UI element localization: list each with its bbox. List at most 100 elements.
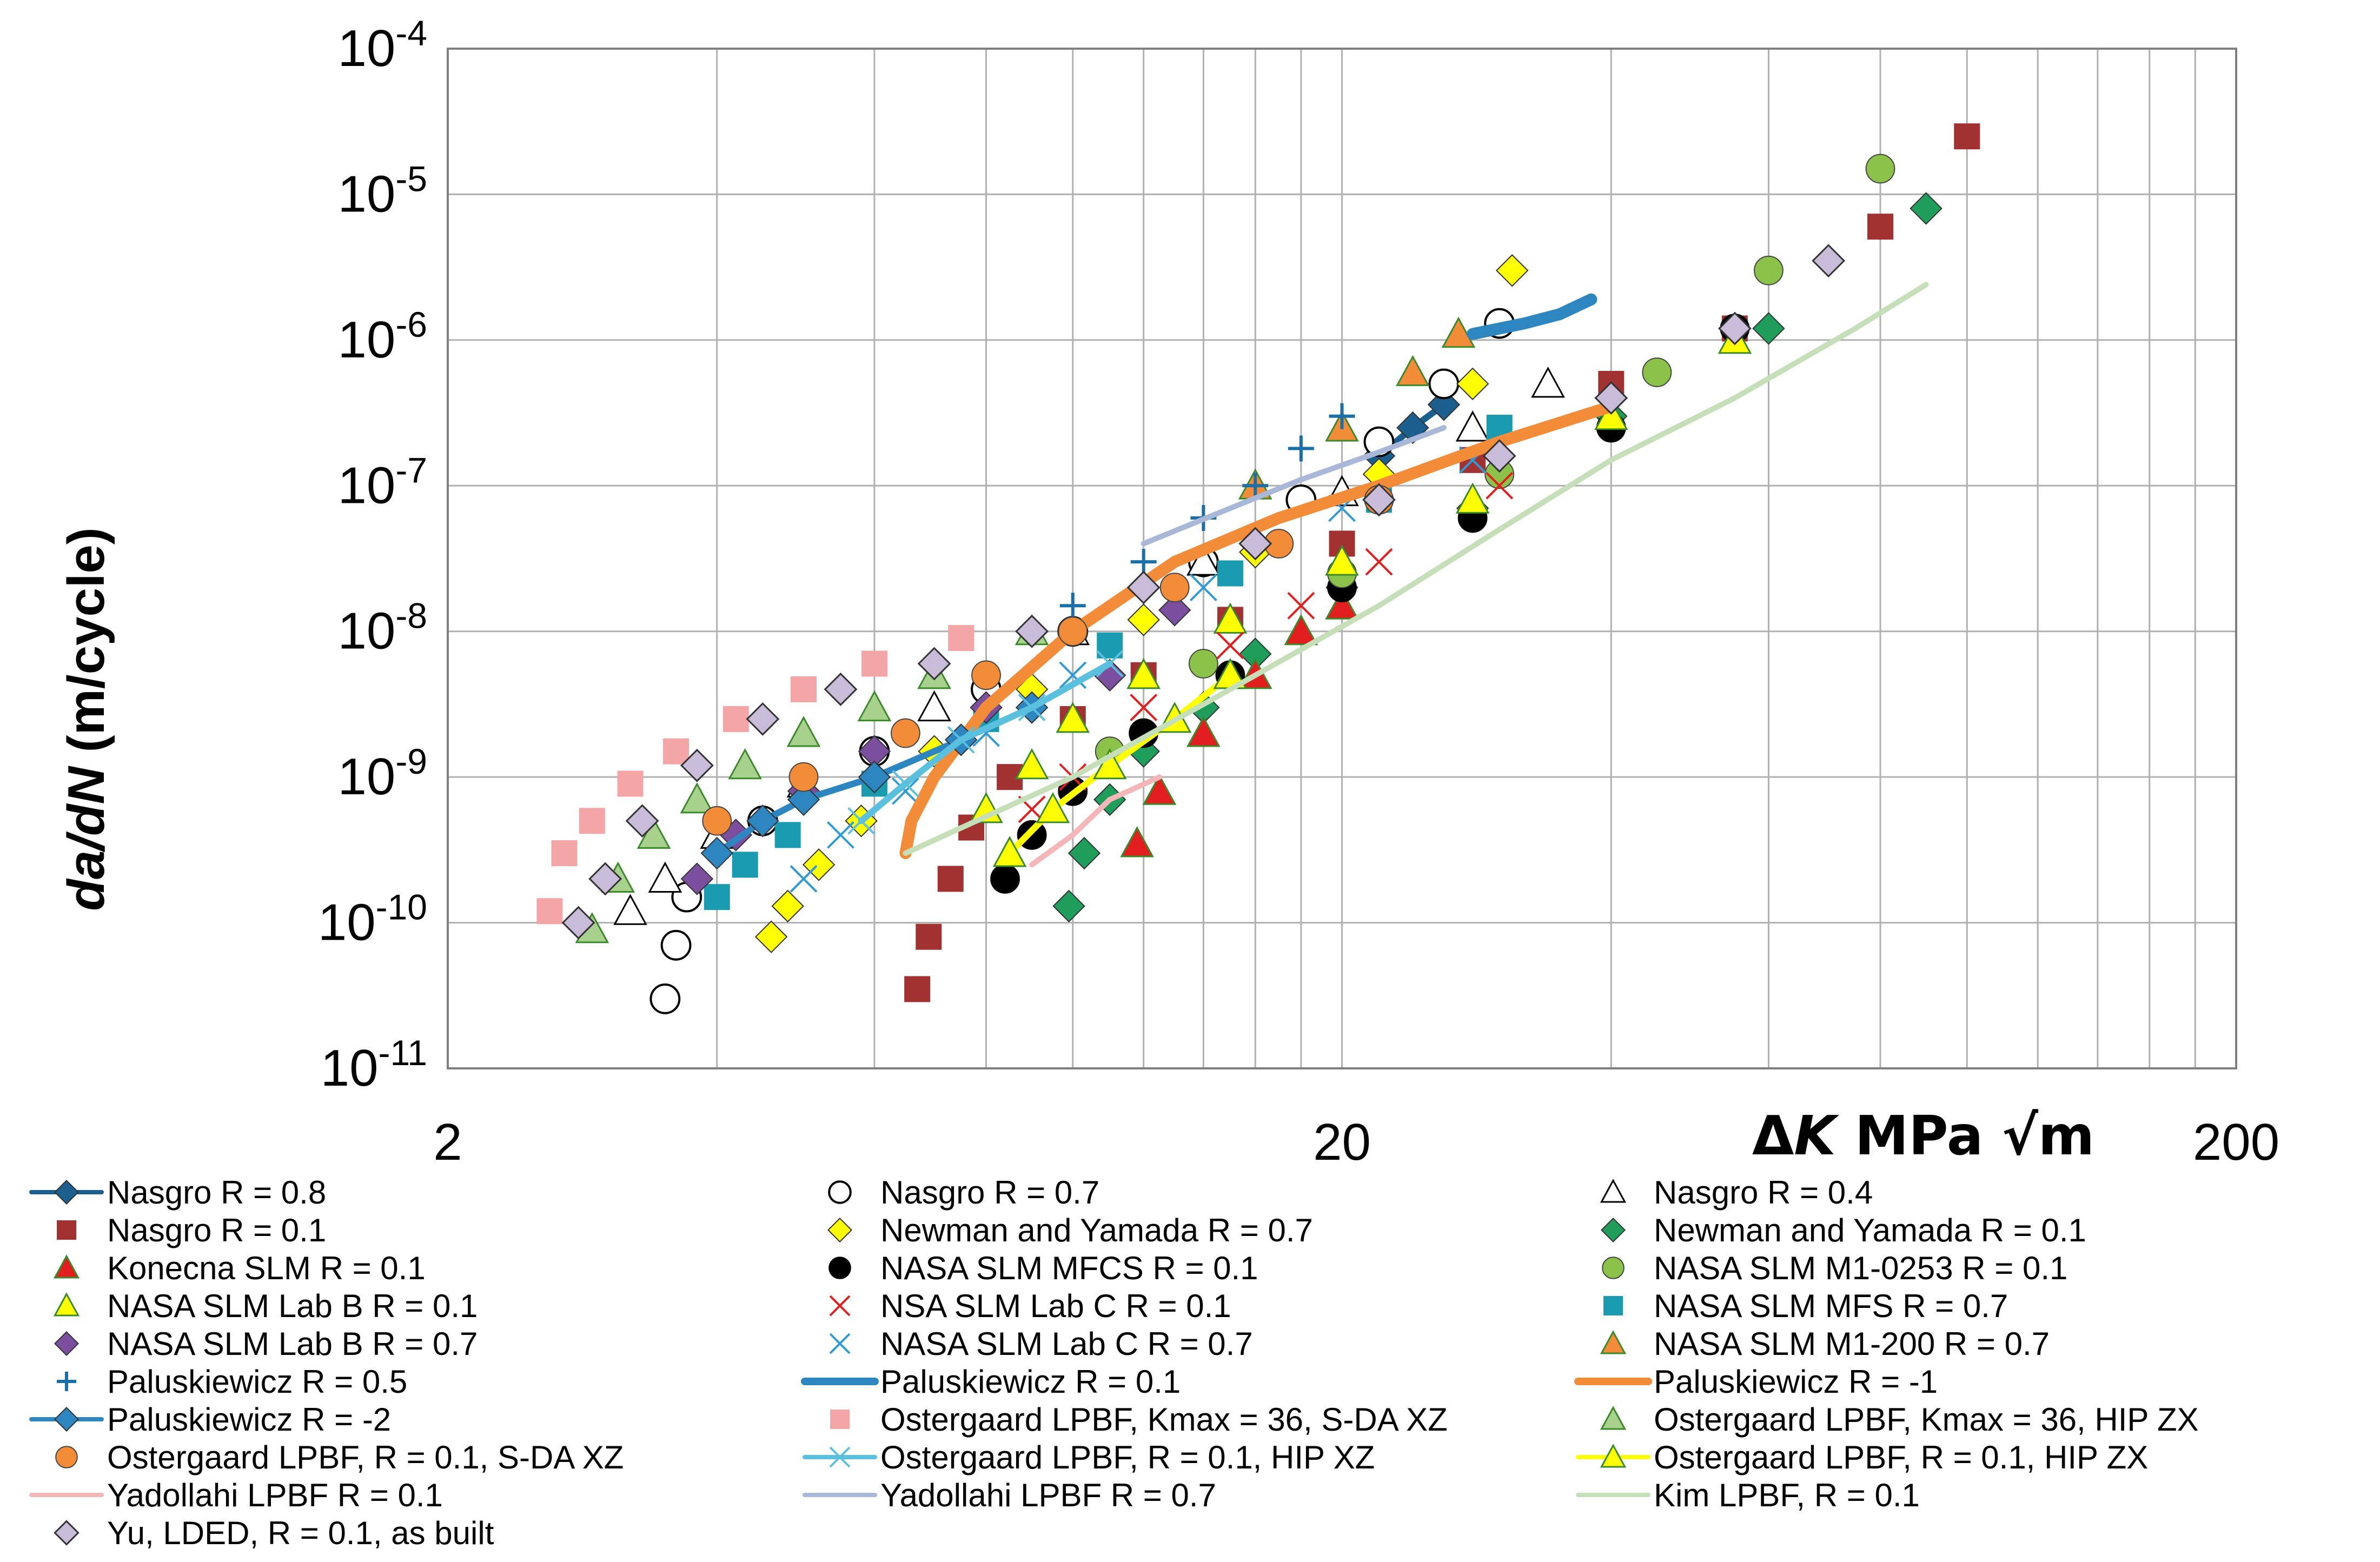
legend-marker [827, 1217, 853, 1243]
data-point [1752, 312, 1785, 345]
series-line [903, 282, 1929, 856]
legend-symbol [53, 1254, 80, 1279]
legend-label: NASA SLM M1-200 R = 0.7 [1654, 1325, 2050, 1362]
data-point [1126, 570, 1161, 604]
legend-symbol [29, 1179, 104, 1205]
series-24 [1029, 774, 1162, 868]
y-tick-label: 10-9 [338, 741, 427, 806]
data-point [890, 718, 920, 748]
x-tick-label: 2 [433, 1113, 462, 1171]
legend-label: NASA SLM Lab C R = 0.7 [880, 1325, 1253, 1362]
legend-label: Ostergaard LPBF, R = 0.1, HIP ZX [1654, 1439, 2149, 1475]
data-point [649, 983, 681, 1014]
data-point [1812, 244, 1846, 278]
data-point [680, 748, 714, 782]
legend-symbol [1602, 1257, 1625, 1279]
y-tick-label: 10-8 [338, 596, 427, 660]
data-point [1126, 657, 1161, 689]
data-point [1159, 573, 1190, 603]
data-point [1056, 701, 1090, 733]
data-point [1018, 694, 1046, 722]
data-point [1217, 560, 1243, 587]
data-point [891, 770, 919, 797]
legend-item: Ostergaard LPBF, R = 0.1, HIP ZX [1573, 1438, 2148, 1476]
legend-symbol [1574, 1378, 1652, 1385]
data-point [561, 906, 595, 940]
x-tick-label: 20 [1313, 1113, 1371, 1171]
legend-item: NASA SLM M1-0253 R = 0.1 [1573, 1249, 2067, 1287]
data-point [1130, 694, 1158, 722]
data-point [746, 702, 780, 736]
data-point [660, 929, 692, 961]
legend-marker [830, 1410, 850, 1429]
legend-symbol [57, 1220, 76, 1240]
data-point [790, 676, 817, 702]
legend-symbol [1600, 1179, 1627, 1203]
series-line [1467, 293, 1597, 340]
data-point [971, 660, 1001, 690]
data-point [1441, 316, 1476, 348]
legend-label: Ostergaard LPBF, Kmax = 36, S-DA XZ [880, 1401, 1448, 1438]
data-point [827, 821, 854, 849]
data-point [1238, 527, 1272, 561]
data-point [1189, 574, 1217, 602]
data-point [790, 865, 818, 893]
data-point [680, 862, 714, 895]
series-19 [536, 625, 974, 925]
data-point [1455, 410, 1490, 442]
legend-symbol [829, 1333, 851, 1354]
data-point [1142, 774, 1177, 805]
legend-item: Nasgro R = 0.7 [799, 1173, 1099, 1211]
data-point [1754, 255, 1784, 285]
data-point [1910, 192, 1943, 225]
legend-symbol [801, 1378, 879, 1385]
axis-ticks: 2 20 200 10-11 10-10 10-9 10-8 10-7 10-6 10-5 10-4 [318, 13, 2279, 1171]
legend-item: Ostergaard LPBF, Kmax = 36, HIP ZX [1573, 1400, 2199, 1438]
legend-marker [828, 1180, 852, 1204]
legend-label: Konecna SLM R = 0.1 [107, 1249, 426, 1286]
legend-symbol [29, 1406, 104, 1432]
legend-marker [54, 1520, 79, 1546]
data-point [1127, 603, 1160, 636]
data-point [1482, 439, 1516, 473]
series-17 [899, 400, 1617, 860]
legend-label: NASA SLM M1-0253 R = 0.1 [1654, 1249, 2068, 1286]
x-axis-title: ΔK MPa √m [1752, 1104, 2094, 1167]
legend-label: Kim LPBF, R = 0.1 [1654, 1477, 1920, 1513]
data-point [1186, 716, 1221, 747]
legend-item: Yu, LDED, R = 0.1, as built [26, 1514, 494, 1552]
legend-label: Newman and Yamada R = 0.1 [1654, 1212, 2086, 1248]
data-point [1718, 311, 1752, 345]
legend-label: Ostergaard LPBF, R = 0.1, S-DA XZ [107, 1439, 624, 1475]
legend-label: Nasgro R = 0.8 [107, 1174, 327, 1211]
data-point [1120, 826, 1154, 858]
data-point [1059, 661, 1087, 689]
data-point [1325, 544, 1359, 576]
data-point [617, 770, 644, 797]
legend-label: NSA SLM Lab C R = 0.1 [880, 1287, 1231, 1324]
data-point [1865, 154, 1895, 184]
data-point [613, 894, 647, 925]
data-point [992, 836, 1027, 867]
series-27 [561, 244, 1846, 940]
legend-symbol [1576, 1493, 1650, 1497]
data-point [551, 840, 578, 867]
legend-item: NASA SLM Lab C R = 0.7 [799, 1325, 1253, 1362]
data-point [1130, 549, 1157, 575]
plot-series [536, 123, 1980, 1014]
data-point [1288, 435, 1314, 462]
data-point [746, 805, 779, 838]
legend-label: Nasgro R = 0.4 [1654, 1174, 1873, 1211]
legend-item: NASA SLM Lab B R = 0.7 [26, 1325, 478, 1362]
data-point [663, 738, 690, 765]
legend-item: Nasgro R = 0.8 [26, 1173, 326, 1211]
data-point [1325, 588, 1359, 620]
data-point [1213, 602, 1248, 634]
legend-symbol [53, 1292, 80, 1317]
legend-label: Ostergaard LPBF, R = 0.1, HIP XZ [880, 1439, 1375, 1475]
legend-label: Nasgro R = 0.7 [880, 1174, 1100, 1211]
series-line [1029, 774, 1162, 868]
legend-item: NASA SLM MFS R = 0.7 [1573, 1287, 2008, 1325]
legend-item: Kim LPBF, R = 0.1 [1573, 1476, 1920, 1514]
